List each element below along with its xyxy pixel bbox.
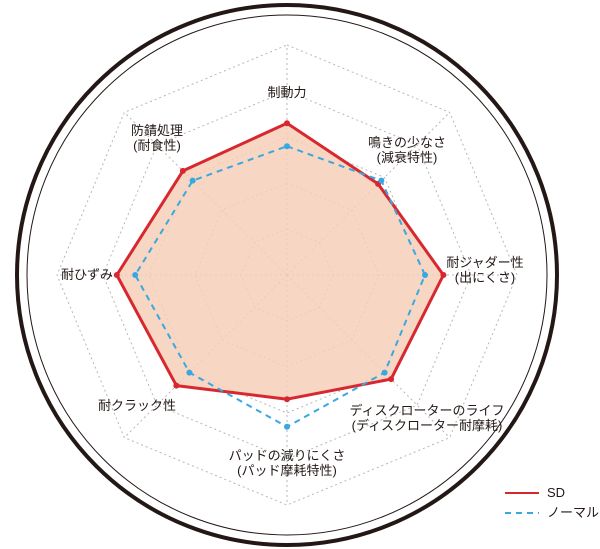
axis-label: 耐ジャダー性(出にくさ): [446, 255, 523, 285]
axis-label: 鳴きの少なさ(減衰特性): [368, 135, 446, 165]
axis-label: ディスクローターのライフ(ディスクローター耐摩耗): [349, 403, 504, 433]
radar-chart-container: 制動力鳴きの少なさ(減衰特性) 耐ジャダー性(出にくさ) ディスクローターのライフ(…: [0, 0, 600, 549]
axis-label: 耐ひずみ: [61, 267, 113, 282]
axis-label: 耐クラック性: [98, 398, 176, 413]
legend-label: ノーマル: [547, 505, 599, 520]
axis-label: パッドの減りにくさ(パッド摩耗特性): [229, 448, 346, 478]
axis-label: 制動力: [267, 85, 306, 100]
axis-label: 防錆処理(耐食性): [131, 123, 183, 153]
legend-label: SD: [547, 485, 565, 500]
radar-chart: 制動力鳴きの少なさ(減衰特性) 耐ジャダー性(出にくさ) ディスクローターのライフ(…: [0, 0, 600, 549]
